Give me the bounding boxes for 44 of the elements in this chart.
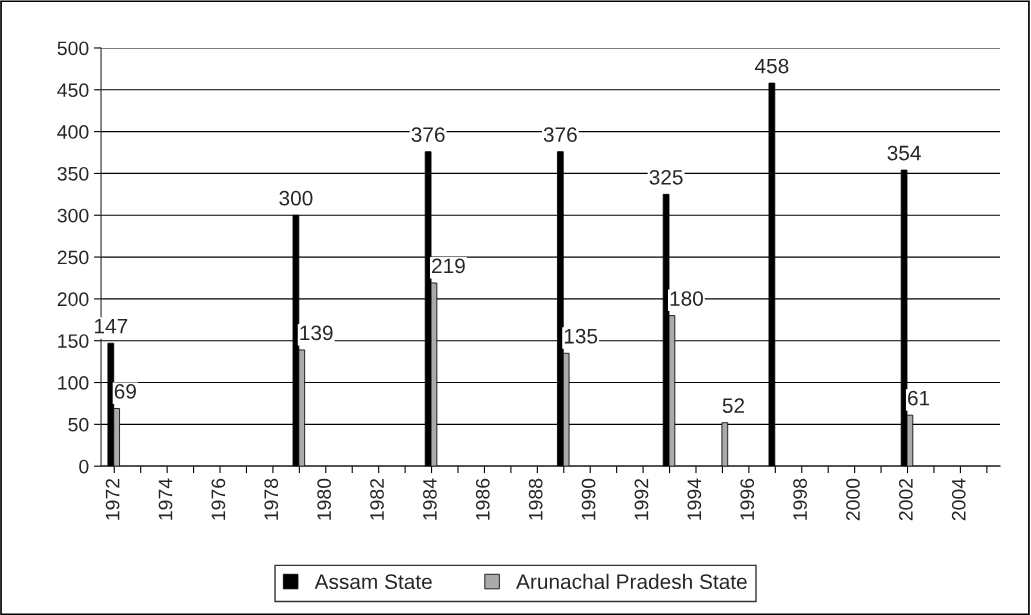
- x-tick-label: 1974: [158, 478, 173, 520]
- data-label: 219: [432, 258, 465, 274]
- x-tick-label: 1982: [370, 478, 384, 520]
- x-tick-label: 1972: [105, 478, 120, 520]
- x-tick-label: 1986: [475, 478, 490, 520]
- data-label: 354: [887, 145, 921, 161]
- y-tick-label: 0: [79, 459, 89, 474]
- y-tick-label: 400: [57, 125, 89, 139]
- x-tick-label: 1996: [740, 478, 755, 520]
- data-label: 69: [114, 384, 136, 399]
- data-label: 52: [722, 398, 745, 413]
- x-tick-label: 1978: [264, 478, 279, 520]
- x-tick-label: 2000: [846, 478, 860, 521]
- x-tick-label: 1994: [687, 478, 702, 520]
- x-tick-label: 1992: [634, 478, 649, 520]
- x-tick-label: 1976: [211, 478, 226, 520]
- y-tick-label: 200: [57, 292, 89, 307]
- x-tick-label: 1984: [423, 478, 437, 520]
- data-label: 376: [411, 127, 445, 143]
- x-tick-label: 1988: [528, 478, 543, 520]
- data-label: 61: [908, 390, 930, 406]
- x-tick-label: 1998: [793, 478, 807, 520]
- x-tick-label: 2004: [951, 478, 966, 521]
- data-label: 458: [754, 58, 789, 74]
- data-label: 325: [649, 169, 683, 185]
- data-label: 180: [670, 291, 703, 306]
- data-label: 300: [279, 190, 313, 206]
- data-label: 376: [543, 127, 577, 143]
- legend-label: Assam State: [314, 574, 432, 590]
- y-tick-label: 500: [57, 41, 89, 56]
- y-tick-label: 150: [58, 334, 89, 348]
- y-tick-label: 250: [57, 250, 89, 265]
- y-tick-label: 450: [57, 83, 89, 98]
- x-tick-label: 1980: [317, 478, 332, 520]
- x-tick-label: 1990: [581, 478, 596, 520]
- y-tick-label: 100: [58, 376, 89, 390]
- data-label: 147: [95, 319, 128, 334]
- y-tick-label: 300: [57, 208, 89, 223]
- data-label: 139: [300, 325, 333, 341]
- legend-label: Arunachal Pradesh State: [516, 573, 747, 590]
- x-tick-label: 2002: [898, 478, 913, 521]
- y-tick-label: 50: [68, 417, 89, 432]
- data-label: 135: [564, 328, 598, 344]
- y-tick-label: 350: [57, 166, 89, 181]
